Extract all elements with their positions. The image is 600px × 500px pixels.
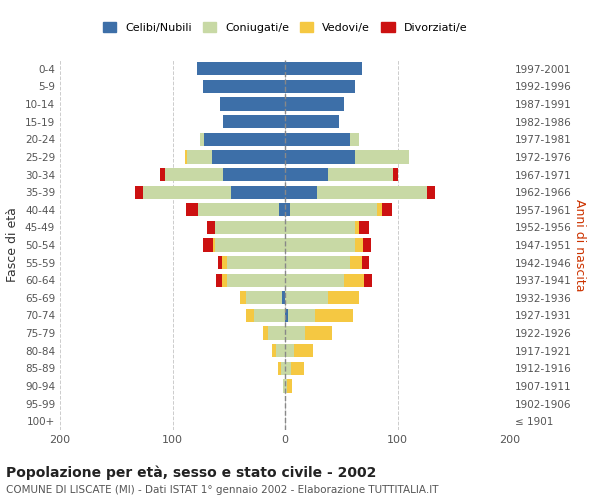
Bar	[281, 362, 285, 375]
Bar	[355, 238, 362, 252]
Bar	[377, 203, 382, 216]
Bar	[359, 221, 370, 234]
Bar	[290, 203, 377, 216]
Bar	[382, 203, 392, 216]
Bar	[285, 380, 287, 392]
Bar	[393, 168, 398, 181]
Text: COMUNE DI LISCATE (MI) - Dati ISTAT 1° gennaio 2002 - Elaborazione TUTTITALIA.IT: COMUNE DI LISCATE (MI) - Dati ISTAT 1° g…	[6, 485, 439, 495]
Bar	[362, 238, 371, 252]
Bar	[222, 256, 227, 269]
Text: Popolazione per età, sesso e stato civile - 2002: Popolazione per età, sesso e stato civil…	[6, 465, 376, 479]
Bar	[268, 326, 285, 340]
Bar	[227, 274, 285, 287]
Bar	[285, 256, 350, 269]
Bar	[223, 115, 285, 128]
Bar	[290, 362, 304, 375]
Bar	[227, 256, 285, 269]
Bar	[285, 203, 290, 216]
Bar	[164, 168, 223, 181]
Bar	[218, 256, 222, 269]
Bar	[285, 274, 343, 287]
Bar	[278, 362, 281, 375]
Bar	[350, 132, 359, 146]
Bar	[187, 150, 212, 164]
Bar	[281, 291, 285, 304]
Bar	[285, 98, 343, 110]
Bar	[316, 309, 353, 322]
Bar	[245, 291, 281, 304]
Bar	[285, 80, 355, 93]
Bar	[350, 256, 361, 269]
Bar	[285, 309, 289, 322]
Bar	[276, 344, 285, 358]
Bar	[364, 274, 371, 287]
Bar	[328, 291, 359, 304]
Bar	[355, 221, 359, 234]
Bar	[197, 62, 285, 76]
Bar	[285, 362, 290, 375]
Bar	[294, 344, 313, 358]
Bar	[285, 150, 355, 164]
Bar	[361, 256, 370, 269]
Bar	[231, 186, 285, 198]
Bar	[204, 132, 285, 146]
Bar	[280, 203, 285, 216]
Bar	[285, 186, 317, 198]
Bar	[263, 326, 268, 340]
Legend: Celibi/Nubili, Coniugati/e, Vedovi/e, Divorziati/e: Celibi/Nubili, Coniugati/e, Vedovi/e, Di…	[98, 18, 472, 37]
Bar	[287, 380, 292, 392]
Bar	[285, 291, 328, 304]
Bar	[136, 186, 143, 198]
Bar	[355, 150, 409, 164]
Bar	[217, 274, 222, 287]
Bar	[427, 186, 434, 198]
Bar	[222, 274, 227, 287]
Bar	[317, 186, 427, 198]
Bar	[185, 150, 187, 164]
Bar	[328, 168, 393, 181]
Bar	[215, 238, 285, 252]
Bar	[215, 221, 285, 234]
Bar	[285, 221, 355, 234]
Bar	[199, 132, 204, 146]
Bar	[271, 344, 276, 358]
Bar	[285, 168, 328, 181]
Bar	[285, 344, 294, 358]
Bar	[203, 238, 213, 252]
Bar	[212, 150, 285, 164]
Bar	[285, 115, 339, 128]
Bar	[285, 132, 350, 146]
Bar	[254, 309, 285, 322]
Bar	[285, 238, 355, 252]
Y-axis label: Anni di nascita: Anni di nascita	[572, 198, 586, 291]
Bar	[305, 326, 332, 340]
Bar	[285, 326, 305, 340]
Bar	[213, 238, 215, 252]
Bar	[143, 186, 231, 198]
Bar	[240, 291, 245, 304]
Bar	[186, 203, 199, 216]
Bar	[199, 203, 280, 216]
Bar	[208, 221, 215, 234]
Bar	[220, 98, 285, 110]
Bar	[223, 168, 285, 181]
Bar	[203, 80, 285, 93]
Y-axis label: Fasce di età: Fasce di età	[7, 208, 19, 282]
Bar	[245, 309, 254, 322]
Bar	[285, 62, 361, 76]
Bar	[160, 168, 164, 181]
Bar	[343, 274, 364, 287]
Bar	[283, 380, 285, 392]
Bar	[289, 309, 316, 322]
